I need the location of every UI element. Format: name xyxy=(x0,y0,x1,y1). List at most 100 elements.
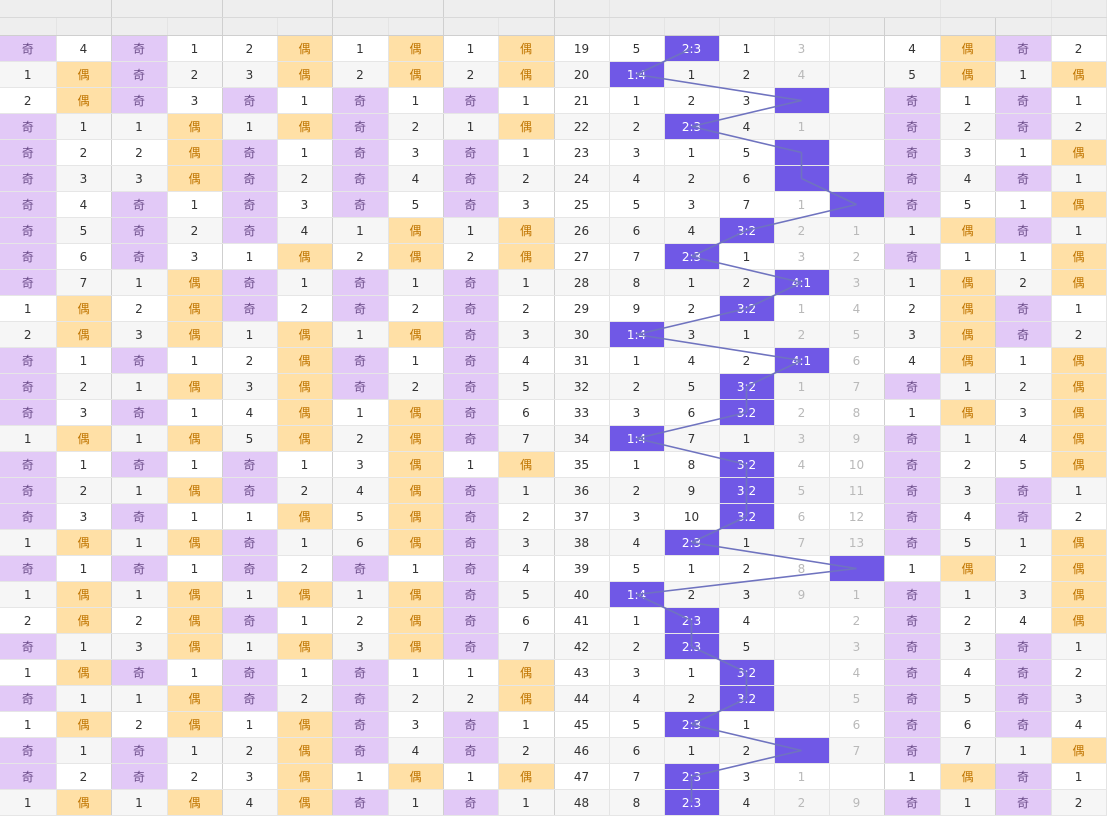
ratio-cell: 2 xyxy=(609,373,665,400)
table-cell: 偶 xyxy=(167,269,223,296)
table-cell: 2 xyxy=(1051,659,1107,686)
table-cell: 1 xyxy=(332,217,389,244)
table-cell: 1 xyxy=(443,217,499,244)
highlight-cell: 4:1 xyxy=(774,347,830,374)
table-cell: 3 xyxy=(222,763,278,790)
ratio-cell: 4 xyxy=(664,347,720,374)
ratio-cell: 4 xyxy=(774,61,830,88)
ratio-cell: 7 xyxy=(609,243,665,270)
ratio-cell: 1 xyxy=(664,737,720,764)
table-cell: 1 xyxy=(995,61,1052,88)
table-cell: 1 xyxy=(884,555,941,582)
table-cell: 偶 xyxy=(277,503,333,530)
group-header xyxy=(443,0,555,18)
table-cell: 7 xyxy=(498,425,555,452)
ratio-cell: 5 xyxy=(829,321,885,348)
ratio-cell: 2 xyxy=(664,87,720,114)
table-cell: 奇 xyxy=(884,113,941,140)
table-cell: 奇 xyxy=(884,711,941,738)
table-cell: 1 xyxy=(443,35,499,62)
table-cell: 1 xyxy=(111,269,168,296)
table-cell: 奇 xyxy=(111,763,168,790)
highlight-cell: 2:3 xyxy=(664,633,720,660)
table-cell: 1 xyxy=(167,555,223,582)
table-cell: 偶 xyxy=(388,451,444,478)
table-cell: 2 xyxy=(111,607,168,634)
table-cell: 奇 xyxy=(884,659,941,686)
table-cell: 奇 xyxy=(111,503,168,530)
table-cell: 奇 xyxy=(222,139,278,166)
ratio-cell: 1 xyxy=(664,659,720,686)
table-cell: 偶 xyxy=(167,477,223,504)
ratio-cell: 4 xyxy=(609,529,665,556)
ratio-cell: 4 xyxy=(774,451,830,478)
table-cell: 偶 xyxy=(498,659,555,686)
ratio-cell: 9 xyxy=(774,581,830,608)
table-cell: 1 xyxy=(277,87,333,114)
table-cell: 1 xyxy=(167,451,223,478)
table-cell: 2 xyxy=(388,113,444,140)
ratio-cell: 2 xyxy=(774,321,830,348)
table-cell: 3 xyxy=(995,581,1052,608)
table-cell: 奇 xyxy=(884,243,941,270)
table-cell: 4 xyxy=(940,659,996,686)
table-cell: 奇 xyxy=(222,555,278,582)
ratio-cell: 3 xyxy=(609,139,665,166)
ratio-cell: 3 xyxy=(829,633,885,660)
table-cell: 2 xyxy=(388,373,444,400)
table-cell: 偶 xyxy=(940,61,996,88)
ratio-cell: 42 xyxy=(554,633,610,660)
table-cell: 奇 xyxy=(111,737,168,764)
table-cell: 4 xyxy=(222,789,278,816)
column-header xyxy=(56,17,112,36)
table-cell: 奇 xyxy=(443,399,499,426)
table-cell: 偶 xyxy=(167,139,223,166)
ratio-cell: 2 xyxy=(719,269,775,296)
highlight-cell: 1:4 xyxy=(609,61,665,88)
table-cell: 奇 xyxy=(111,191,168,218)
table-cell: 2 xyxy=(995,555,1052,582)
table-cell: 偶 xyxy=(277,243,333,270)
group-header xyxy=(111,0,223,18)
ratio-cell: 47 xyxy=(554,763,610,790)
table-cell: 偶 xyxy=(1051,399,1107,426)
table-cell: 4 xyxy=(56,191,112,218)
ratio-cell: 4 xyxy=(829,659,885,686)
table-cell: 偶 xyxy=(277,373,333,400)
table-cell: 2 xyxy=(111,139,168,166)
table-row: 奇 1 奇 1 奇 2 奇 1 奇 4 39 5 1 2 8 1 偶 2 偶 xyxy=(0,555,1107,582)
table-cell: 2 xyxy=(111,711,168,738)
table-cell: 偶 xyxy=(277,711,333,738)
table-row: 奇 1 3 偶 1 偶 3 偶奇 7 42 2 2:3 5 3 奇 3 奇 1 xyxy=(0,633,1107,660)
table-cell: 2 xyxy=(388,685,444,712)
ratio-cell xyxy=(829,113,885,140)
table-cell: 3 xyxy=(111,165,168,192)
table-cell: 4 xyxy=(222,399,278,426)
table-cell: 奇 xyxy=(0,243,57,270)
table-row: 奇 4 奇 1 奇 3 奇 5 奇 3 25 5 3 7 1 奇 5 1 偶 xyxy=(0,191,1107,218)
table-cell: 偶 xyxy=(167,529,223,556)
ratio-cell: 1 xyxy=(719,243,775,270)
table-cell: 偶 xyxy=(940,217,996,244)
table-cell: 奇 xyxy=(443,607,499,634)
table-cell: 3 xyxy=(56,503,112,530)
ratio-cell: 48 xyxy=(554,789,610,816)
table-cell: 奇 xyxy=(0,451,57,478)
table-cell: 奇 xyxy=(222,165,278,192)
ratio-cell: 3 xyxy=(719,87,775,114)
ratio-cell: 8 xyxy=(774,555,830,582)
ratio-cell xyxy=(829,165,885,192)
table-cell: 奇 xyxy=(111,217,168,244)
table-cell: 偶 xyxy=(1051,451,1107,478)
table-cell: 偶 xyxy=(56,295,112,322)
ratio-cell: 1 xyxy=(609,451,665,478)
table-cell: 偶 xyxy=(56,425,112,452)
table-cell: 3 xyxy=(940,477,996,504)
ratio-cell: 2 xyxy=(664,165,720,192)
table-cell: 奇 xyxy=(332,165,389,192)
table-cell: 1 xyxy=(0,425,57,452)
table-cell: 奇 xyxy=(0,477,57,504)
table-cell: 4 xyxy=(884,35,941,62)
table-cell: 奇 xyxy=(995,763,1052,790)
table-cell: 偶 xyxy=(940,295,996,322)
